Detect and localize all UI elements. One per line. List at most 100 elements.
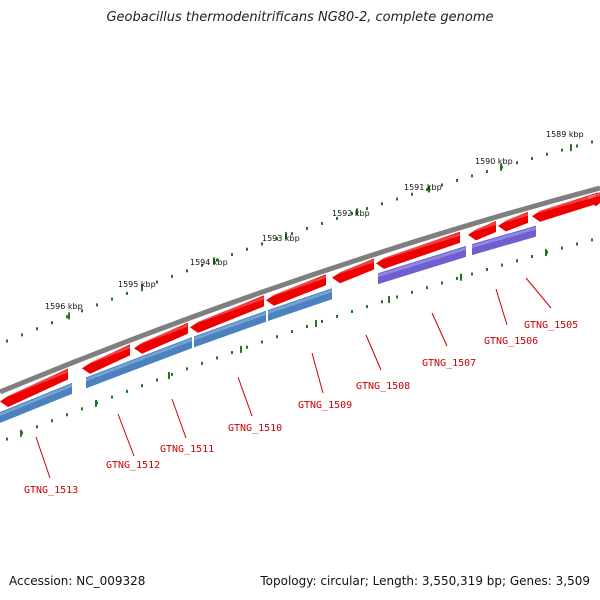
reverse-gene-block [86,337,192,389]
tick-track-upper [6,140,593,343]
tick-mark-upper [6,339,8,343]
tick-mark-lower [141,384,143,388]
major-tick-mark [356,208,358,216]
gene-leader-line [35,436,51,479]
gene-labels: GTNG_1505 GTNG_1506 GTNG_1507 GTNG_1508 GTNG… [24,277,578,496]
tick-mark-lower [306,324,308,328]
major-tick-mark [141,284,143,292]
major-tick-mark [213,257,215,265]
gene-label: GTNG_1513 [24,485,78,496]
major-tick-mark-lower [20,429,22,437]
tick-track-lower [6,238,593,441]
tick-mark-upper [21,333,23,337]
forward-gene-arrow [190,295,264,333]
tick-mark-upper [456,178,458,182]
tick-mark-upper [186,269,188,273]
tick-mark-lower [291,330,293,334]
gene-label: GTNG_1509 [298,400,352,411]
gene-label: GTNG_1510 [228,423,282,434]
tick-mark-lower [381,300,383,304]
reverse-gene-block [472,225,536,256]
gene-leader-line [237,376,253,417]
reverse-strand-genes [0,225,536,423]
tick-mark-lower [576,242,578,246]
tick-mark-lower [591,238,593,242]
tick-mark-lower [246,345,248,349]
major-tick-mark-lower [95,399,97,407]
gene-leader-line [495,288,508,326]
tick-mark-upper [36,327,38,331]
gene-label: GTNG_1506 [484,336,538,347]
genome-summary-text: Topology: circular; Length: 3,550,319 bp… [260,574,590,588]
tick-mark-lower [36,425,38,429]
kbp-tick-label: 1595 kbp [118,280,156,289]
major-tick-mark [500,163,502,171]
tick-mark-lower [126,389,128,393]
tick-mark-lower [201,361,203,365]
tick-mark-lower [426,286,428,290]
tick-mark-upper [351,211,353,215]
tick-mark-upper [561,148,563,152]
major-tick-mark [428,185,430,193]
forward-strand-genes [0,192,600,407]
reverse-gene-block [268,288,332,322]
tick-mark-upper [576,144,578,148]
tick-mark-lower [276,335,278,339]
gene-leader-line [525,277,552,309]
reverse-gene-block [378,245,466,285]
tick-mark-upper [336,216,338,220]
tick-mark-lower [531,254,533,258]
tick-mark-upper [306,226,308,230]
tick-mark-upper [126,291,128,295]
forward-gene-arrow [332,258,374,284]
kbp-tick-label: 1594 kbp [190,258,228,267]
tick-mark-upper [171,274,173,278]
major-tick-mark [285,232,287,240]
tick-mark-upper [81,309,83,313]
gene-leader-line [365,334,382,371]
tick-mark-upper [546,152,548,156]
tick-mark-lower [516,259,518,263]
tick-mark-lower [186,367,188,371]
major-tick-mark-lower [315,319,317,327]
tick-mark-lower [216,356,218,360]
forward-gene-arrow [0,368,68,407]
tick-mark-upper [531,156,533,160]
tick-mark-upper [246,247,248,251]
tick-mark-lower [231,351,233,355]
tick-mark-upper [366,207,368,211]
tick-mark-lower [411,290,413,294]
tick-mark-upper [381,202,383,206]
tick-mark-upper [216,258,218,262]
tick-mark-lower [261,340,263,344]
genome-title: Geobacillus thermodenitrificans NG80-2, … [106,10,494,25]
tick-mark-lower [396,295,398,299]
tick-mark-upper [51,321,53,325]
tick-mark-lower [66,413,68,417]
tick-mark-lower [336,314,338,318]
forward-gene-arrow [134,322,188,354]
reverse-gene-block [0,382,72,423]
gene-label: GTNG_1505 [524,320,578,331]
forward-gene-arrow [82,344,130,374]
tick-mark-lower [351,309,353,313]
tick-mark-upper [441,183,443,187]
kbp-tick-label: 1593 kbp [262,234,300,243]
forward-gene-arrow [498,211,528,232]
accession-text: Accession: NC_009328 [9,574,146,588]
tick-mark-lower [456,276,458,280]
kbp-tick-label: 1592 kbp [332,209,370,218]
tick-mark-upper [201,263,203,267]
gene-label: GTNG_1512 [106,460,160,471]
forward-gene-arrow [468,221,496,241]
tick-mark-upper [591,140,593,144]
tick-mark-upper [516,161,518,165]
major-tick-mark [570,144,572,152]
tick-mark-upper [471,174,473,178]
forward-gene-arrow [588,192,600,207]
tick-mark-upper [276,237,278,241]
gene-leader-line [431,312,448,347]
major-tick-mark-lower [388,296,390,304]
kbp-tick-labels: 1589 kbp 1590 kbp 1591 kbp 1592 kbp 1593 kbp… [45,130,584,311]
